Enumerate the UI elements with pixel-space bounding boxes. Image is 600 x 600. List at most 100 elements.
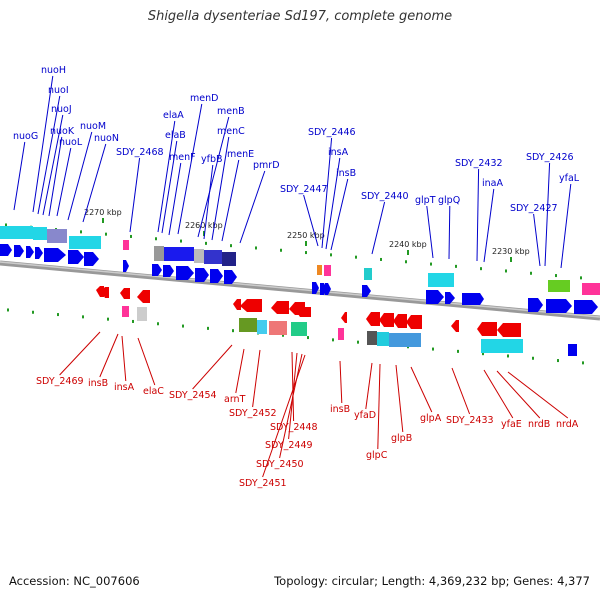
gene-arrow (271, 301, 289, 314)
gene-arrow (528, 298, 543, 312)
leader-line (483, 188, 495, 263)
gene-label-yfbb: yfbB (201, 154, 223, 165)
gene-arrow (325, 283, 331, 295)
leader-line (99, 333, 119, 378)
gene-label-sdy_2451: SDY_2451 (239, 478, 287, 489)
gene-arrow (451, 320, 459, 332)
feature-block (123, 240, 129, 250)
gene-label-insb: insB (330, 404, 350, 415)
leader-line (239, 170, 266, 244)
ruler-label: 2270 kbp (84, 208, 122, 217)
ruler-dot (105, 232, 107, 236)
gene-arrow (137, 290, 150, 303)
ruler-tick (305, 241, 307, 246)
gene-label-sdy_2448: SDY_2448 (270, 422, 318, 433)
leader-line (476, 168, 480, 262)
gene-arrow (379, 313, 394, 327)
ruler-dot (57, 313, 59, 317)
leader-line (426, 205, 434, 259)
gene-label-nuol: nuoL (59, 137, 83, 148)
gene-arrow (393, 314, 407, 328)
feature-block (582, 283, 600, 295)
leader-line (252, 349, 261, 408)
leader-line (235, 348, 245, 394)
leader-line (371, 201, 386, 255)
feature-block (194, 249, 204, 263)
gene-arrow (224, 270, 237, 284)
ruler-dot (482, 352, 484, 356)
ruler-dot (155, 237, 157, 241)
leader-line (507, 371, 569, 419)
forward-gene-arrows (0, 244, 598, 314)
leader-line (291, 351, 295, 422)
leader-line (42, 114, 64, 216)
forward-feature-blocks (0, 226, 600, 295)
feature-block (69, 236, 101, 249)
leader-line (330, 178, 349, 251)
gene-label-glpc: glpC (366, 450, 388, 461)
gene-label-pmrd: pmrD (253, 160, 280, 171)
ruler-dot (507, 354, 509, 358)
gene-label-nuon: nuoN (94, 133, 119, 144)
map-title: Shigella dysenteriae Sd197, complete gen… (147, 9, 453, 24)
feature-block (0, 226, 33, 239)
gene-arrow (341, 312, 347, 323)
feature-block (338, 328, 344, 340)
gene-arrow (462, 293, 484, 305)
ruler-dot (182, 324, 184, 328)
gene-arrow (546, 299, 572, 313)
gene-arrow (210, 269, 223, 283)
feature-block (364, 268, 372, 280)
ruler-dot (432, 347, 434, 351)
leader-line (137, 337, 156, 386)
feature-block (428, 273, 454, 287)
genome-backbone (0, 260, 600, 321)
leader-line (59, 331, 101, 376)
ruler-dot (532, 356, 534, 360)
feature-block (47, 229, 67, 243)
gene-arrow (445, 292, 455, 304)
leader-line (544, 162, 551, 267)
gene-label-sdy_2427: SDY_2427 (510, 203, 558, 214)
feature-block (33, 227, 47, 240)
ruler-label: 2250 kbp (287, 231, 325, 240)
ruler-dot (555, 274, 557, 278)
feature-block (204, 250, 222, 264)
ruler-dot (230, 244, 232, 248)
gene-arrow (96, 286, 104, 297)
genome-backbone-highlight (0, 261, 600, 318)
ruler-dot (355, 255, 357, 259)
gene-label-sdy_2469: SDY_2469 (36, 376, 84, 387)
gene-label-nrda: nrdA (556, 419, 579, 430)
leader-line (451, 367, 471, 415)
gene-label-insb: insB (88, 378, 108, 389)
feature-block (389, 333, 421, 347)
gene-label-nuoj: nuoJ (51, 104, 72, 115)
gene-label-sdy_2433: SDY_2433 (446, 415, 494, 426)
leader-line (121, 335, 127, 382)
ruler-dot (130, 234, 132, 238)
gene-label-yfad: yfaD (354, 410, 376, 421)
gene-label-yfae: yfaE (501, 419, 522, 430)
ruler-dot (457, 349, 459, 353)
reverse-gene-labels: SDY_2469 insB insA elaC SDY_2454 arnT SDY_2452… (36, 331, 579, 489)
gene-arrow (240, 299, 262, 312)
feature-block (164, 247, 194, 261)
gene-arrow (477, 322, 497, 336)
gene-label-sdy_2449: SDY_2449 (265, 440, 313, 451)
gene-arrow (123, 260, 129, 272)
gene-label-glpb: glpB (391, 433, 412, 444)
gene-label-sdy_2426: SDY_2426 (526, 152, 574, 163)
leader-line (533, 213, 541, 267)
ruler-dot (430, 262, 432, 266)
ruler-tick (203, 231, 205, 236)
ruler-dot (157, 322, 159, 326)
leader-line (48, 136, 63, 217)
leader-line (560, 183, 572, 269)
leader-line (13, 141, 26, 211)
gene-arrow (26, 246, 34, 258)
leader-line (157, 120, 176, 233)
feature-block (317, 265, 322, 275)
gene-arrow (101, 287, 109, 298)
